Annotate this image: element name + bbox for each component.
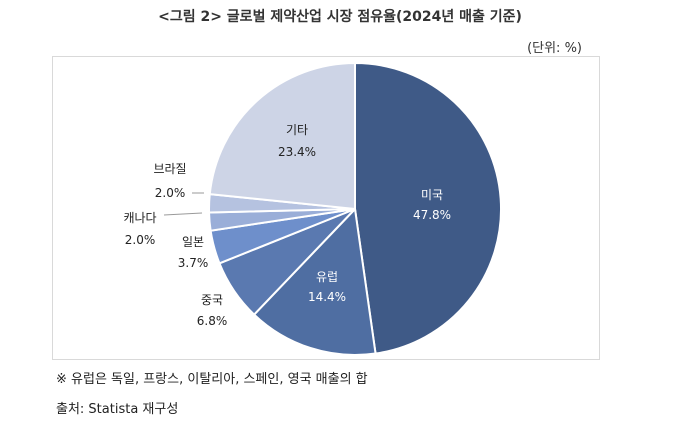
slice-value-china: 6.8% — [197, 314, 228, 328]
unit-label: (단위: %) — [527, 41, 582, 56]
slice-value-other: 23.4% — [278, 145, 316, 159]
slice-value-us: 47.8% — [413, 208, 451, 222]
slice-label-brazil: 브라질 — [153, 162, 186, 176]
slice-value-canada: 2.0% — [125, 233, 156, 247]
leader-line-canada — [163, 212, 203, 216]
pie-slice-us — [354, 61, 503, 355]
slice-value-brazil: 2.0% — [155, 186, 186, 200]
chart-frame — [52, 56, 600, 360]
slice-label-other: 기타 — [286, 123, 308, 137]
slice-label-japan: 일본 — [182, 235, 204, 249]
pie-slice-other — [208, 61, 356, 211]
slice-label-china: 중국 — [201, 293, 223, 307]
slice-label-canada: 캐나다 — [123, 211, 156, 225]
pie-slice-europe — [252, 206, 377, 356]
slice-label-europe: 유럽 — [316, 270, 338, 284]
slice-label-us: 미국 — [421, 188, 443, 202]
footnote: ※ 유럽은 독일, 프랑스, 이탈리아, 스페인, 영국 매출의 합 — [56, 372, 368, 387]
source-note: 출처: Statista 재구성 — [56, 402, 179, 417]
slice-value-japan: 3.7% — [178, 256, 209, 270]
chart-title: <그림 2> 글로벌 제약산업 시장 점유율(2024년 매출 기준) — [158, 9, 522, 25]
pie-chart: 미국 47.8% 유럽 14.4% 중국 6.8% 일본 3.7% 캐나다 2.0% 브라질 2.0%… — [123, 61, 503, 356]
slice-value-europe: 14.4% — [308, 290, 346, 304]
